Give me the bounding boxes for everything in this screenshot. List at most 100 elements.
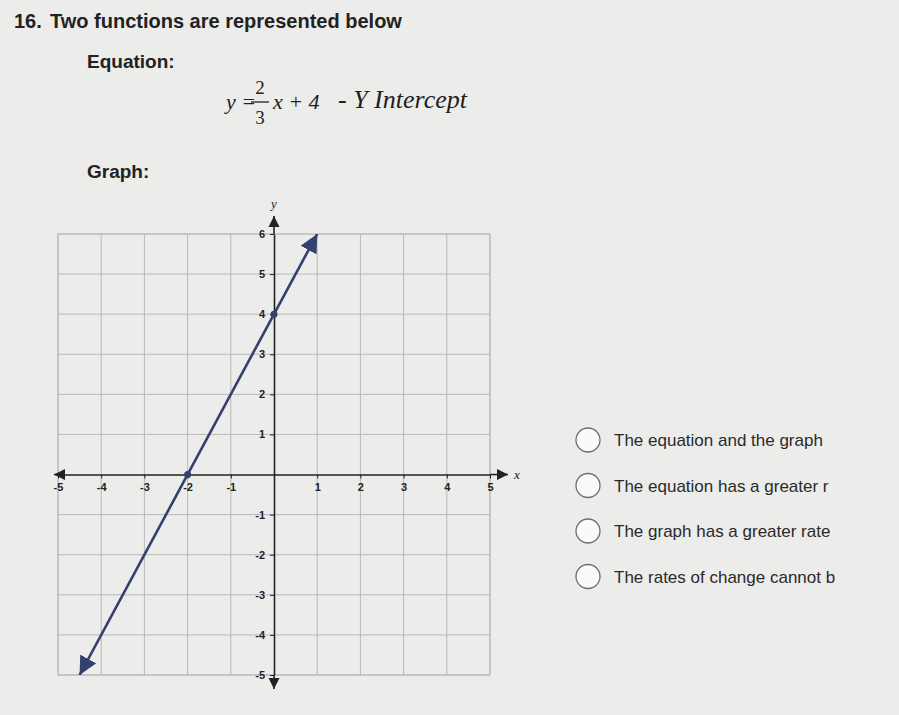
fraction-bar (251, 101, 269, 102)
tick-mark (270, 515, 274, 516)
tick-label: 5 (259, 268, 265, 280)
axis-arrow (490, 474, 508, 476)
radio-button[interactable] (576, 565, 600, 589)
tick-label: 2 (259, 388, 265, 400)
grid (58, 234, 490, 675)
tick-label: -5 (54, 481, 64, 493)
tick-mark (270, 434, 274, 435)
tick: 5 (487, 475, 493, 494)
tick-label: -3 (140, 481, 150, 493)
tick-mark (101, 475, 102, 479)
grid-line (144, 234, 145, 675)
tick-label: 4 (444, 481, 451, 493)
tick-label: -2 (255, 549, 265, 561)
tick: 3 (401, 475, 407, 494)
choice-text: The rates of change cannot b (614, 568, 835, 587)
axis-arrow (273, 216, 275, 234)
tick: -3 (140, 475, 150, 494)
tick: 1 (259, 428, 274, 440)
tick-mark (270, 234, 274, 235)
tick-label: -4 (255, 629, 266, 641)
plot-frame (58, 234, 490, 675)
question-number: 16. (14, 10, 42, 32)
line (80, 234, 318, 675)
tick-label: 3 (259, 348, 265, 360)
tick-label: 1 (259, 428, 265, 440)
tick-mark (270, 274, 274, 275)
tick-mark (317, 475, 318, 479)
y-axis: -5 -4 -3 -2 -1 1 2 3 4 5 6 (255, 228, 274, 681)
grid-line (446, 234, 447, 675)
tick-mark (270, 394, 274, 395)
radio-button[interactable] (576, 428, 600, 452)
tick-mark (270, 595, 274, 596)
tick: 6 (259, 228, 274, 240)
page: 16. Two functions are represented below Eq… (0, 0, 899, 715)
tick: -5 (54, 475, 64, 494)
tick-mark (447, 475, 448, 479)
marks (80, 234, 318, 675)
radio-button[interactable] (576, 519, 600, 543)
equation-rhs: x + 4 (272, 89, 320, 114)
tick: 5 (259, 268, 274, 280)
tick: -3 (255, 589, 274, 601)
tick-mark (270, 635, 274, 636)
point (184, 471, 191, 478)
tick-mark (231, 475, 232, 479)
question-text: Two functions are represented below (50, 10, 402, 32)
tick-label: -3 (255, 589, 265, 601)
radio-button[interactable] (576, 474, 600, 498)
choices: The equation and the graph The equation h… (576, 428, 835, 589)
tick: -2 (255, 549, 274, 561)
equation-label: Equation: (87, 51, 175, 72)
tick-mark (360, 475, 361, 479)
grid-line (187, 234, 188, 675)
tick-label: 3 (401, 481, 407, 493)
tick-label: -1 (226, 481, 236, 493)
tick-label: 1 (315, 481, 321, 493)
tick: -4 (97, 475, 108, 494)
tick: -1 (226, 475, 236, 494)
tick: 4 (444, 475, 451, 494)
tick: -4 (255, 629, 274, 641)
grid-line (101, 234, 102, 675)
tick-mark (270, 555, 274, 556)
choice-text: The equation has a greater r (614, 477, 829, 496)
tick: 2 (358, 475, 364, 494)
tick-mark (58, 475, 59, 479)
tick: 2 (259, 388, 274, 400)
tick-label: -1 (255, 509, 265, 521)
handwritten-note: - Y Intercept (338, 85, 468, 114)
y-axis-label: y (269, 196, 277, 211)
tick-label: -4 (97, 481, 108, 493)
axis-line (274, 235, 276, 676)
tick: 1 (315, 475, 321, 494)
tick-label: -5 (255, 669, 265, 681)
choice-text: The equation and the graph (614, 431, 823, 450)
tick-label: 2 (358, 481, 364, 493)
tick-label: 6 (259, 228, 265, 240)
x-axis: -5 -4 -3 -2 -1 1 2 3 4 5 (54, 475, 494, 494)
tick-mark (144, 475, 145, 479)
point (271, 311, 278, 318)
axis-arrow (54, 474, 58, 476)
equation-numerator: 2 (255, 77, 265, 98)
tick-mark (404, 475, 405, 479)
grid-line (317, 234, 318, 675)
grid-line (403, 234, 404, 675)
axis-arrow (273, 675, 275, 689)
grid-line (230, 234, 231, 675)
x-axis-label: x (513, 467, 520, 482)
tick-label: -2 (183, 481, 193, 493)
grid-line (360, 234, 361, 675)
chart: -5 -4 -3 -2 -1 1 2 3 4 5 -5 -4 -3 -2 -1 1 2 3 4 5 6 x y (54, 196, 520, 689)
tick: 3 (259, 348, 274, 360)
tick-label: 5 (487, 481, 493, 493)
choice-text: The graph has a greater rate (614, 522, 830, 541)
tick: -1 (255, 509, 274, 521)
tick: -5 (255, 669, 274, 681)
tick-mark (270, 354, 274, 355)
tick-label: 4 (259, 308, 266, 320)
graph-label: Graph: (87, 161, 149, 182)
equation-denominator: 3 (255, 107, 265, 128)
